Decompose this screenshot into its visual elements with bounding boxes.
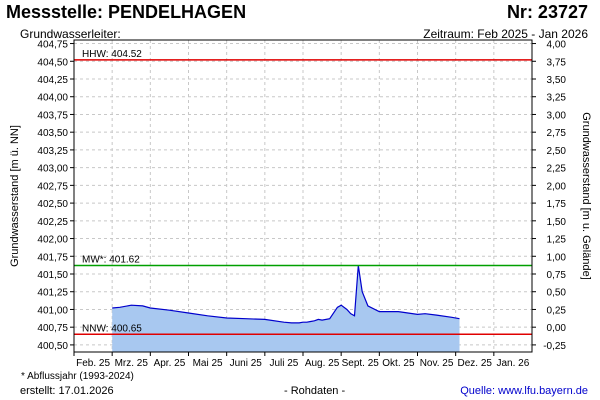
station-number: Nr: 23727 [506, 2, 588, 22]
source-link[interactable]: Quelle: www.lfu.bayern.de [460, 385, 588, 397]
x-tick-label: Okt. 25 [382, 358, 415, 369]
reference-label: HHW: 404.52 [82, 49, 142, 60]
y-tick-label-right: 3,50 [547, 75, 567, 86]
footnote: * Abflussjahr (1993-2024) [21, 371, 134, 382]
y-axis-title-right: Grundwasserstand [m u. Gelände] [580, 112, 592, 280]
page-title: Messstelle: PENDELHAGEN [6, 2, 247, 22]
x-tick-label: Feb. 25 [76, 358, 110, 369]
reference-label: NNW: 400.65 [82, 323, 142, 334]
y-tick-label-right: 3,75 [547, 57, 567, 68]
y-tick-label: 404,00 [37, 93, 68, 104]
x-tick-label: Juli 25 [269, 358, 298, 369]
x-tick-label: Mrz. 25 [115, 358, 149, 369]
y-tick-label-right: 1,75 [547, 199, 567, 210]
y-tick-label: 404,25 [37, 75, 68, 86]
x-tick-label: Aug. 25 [305, 358, 340, 369]
y-tick-label: 403,00 [37, 164, 68, 175]
y-tick-label: 403,50 [37, 128, 68, 139]
created-date: erstellt: 17.01.2026 [20, 385, 114, 397]
x-tick-label: Nov. 25 [420, 358, 454, 369]
y-tick-label: 402,00 [37, 235, 68, 246]
y-tick-label-right: 2,25 [547, 164, 567, 175]
y-tick-label: 401,75 [37, 252, 68, 263]
y-tick-label-right: 0,00 [547, 323, 567, 334]
y-tick-label: 401,25 [37, 288, 68, 299]
x-tick-label: Jan. 26 [497, 358, 530, 369]
raw-data-label: - Rohdaten - [284, 385, 346, 397]
y-tick-label-right: 0,50 [547, 288, 567, 299]
y-tick-label: 402,50 [37, 199, 68, 210]
reference-label: MW*: 401.62 [82, 254, 140, 265]
y-tick-label-right: 2,75 [547, 128, 567, 139]
y-tick-label: 402,25 [37, 217, 68, 228]
y-axis-title: Grundwasserstand [m ü. NN] [9, 125, 21, 267]
y-tick-label-right: 1,00 [547, 252, 567, 263]
aquifer-label: Grundwasserleiter: [20, 27, 121, 41]
y-tick-label-right: 0,25 [547, 305, 567, 316]
y-tick-label: 400,50 [37, 341, 68, 352]
water-level-area [112, 265, 460, 352]
y-tick-label-right: -0,25 [543, 341, 566, 352]
y-tick-label: 404,50 [37, 57, 68, 68]
x-tick-label: Apr. 25 [154, 358, 186, 369]
plot-frame [73, 39, 533, 353]
y-tick-label-right: 1,25 [547, 235, 567, 246]
x-tick-label: Mai 25 [193, 358, 223, 369]
x-tick-label: Dez. 25 [458, 358, 493, 369]
y-tick-label-right: 1,50 [547, 217, 567, 228]
y-tick-label: 403,25 [37, 146, 68, 157]
y-tick-label: 404,75 [37, 40, 68, 51]
y-tick-label: 403,75 [37, 110, 68, 121]
y-tick-label-right: 3,25 [547, 93, 567, 104]
x-tick-label: Sept. 25 [342, 358, 380, 369]
y-tick-label-right: 4,00 [547, 40, 567, 51]
y-tick-label: 402,75 [37, 181, 68, 192]
y-tick-label: 401,50 [37, 270, 68, 281]
y-tick-label-right: 3,00 [547, 110, 567, 121]
period-label: Zeitraum: Feb 2025 - Jan 2026 [423, 27, 588, 41]
y-tick-label-right: 2,00 [547, 181, 567, 192]
y-tick-label: 401,00 [37, 305, 68, 316]
x-tick-label: Juni 25 [230, 358, 263, 369]
y-tick-label-right: 0,75 [547, 270, 567, 281]
y-tick-label-right: 2,50 [547, 146, 567, 157]
y-tick-label: 400,75 [37, 323, 68, 334]
water-level-line [112, 265, 460, 324]
